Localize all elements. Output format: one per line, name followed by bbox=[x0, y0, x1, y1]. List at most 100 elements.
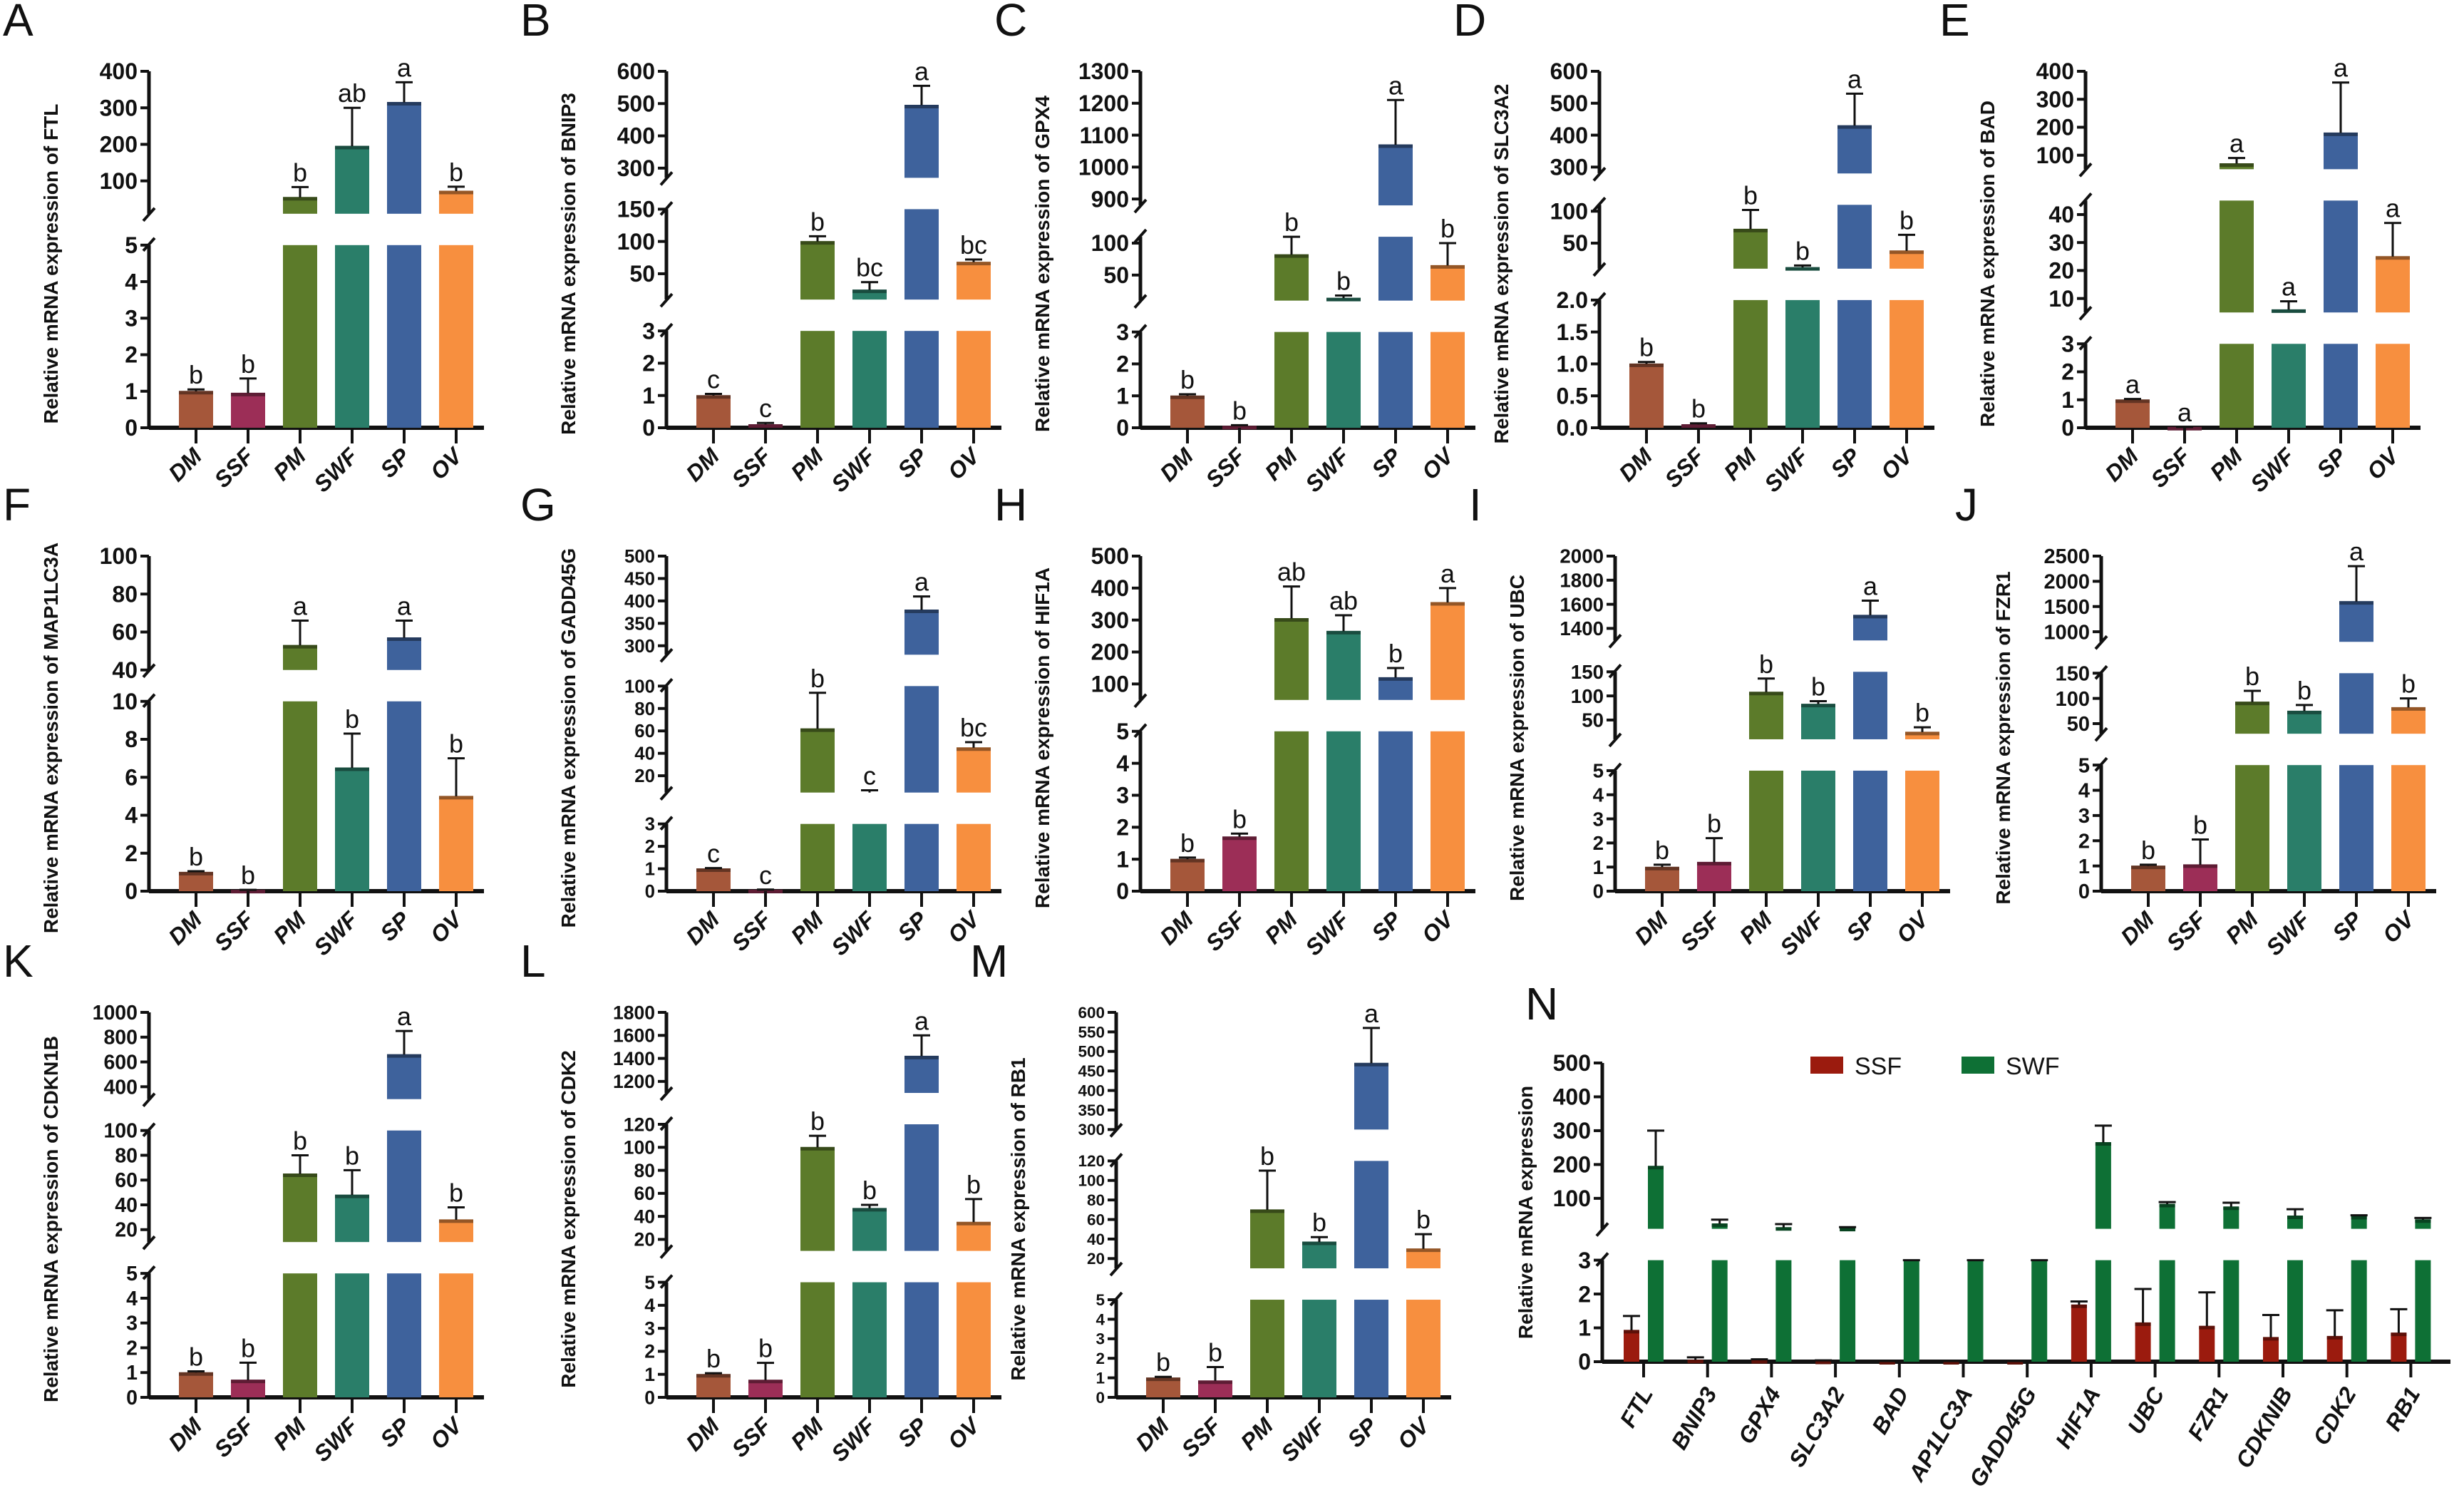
y-tick-label: 40 bbox=[634, 1206, 655, 1227]
significance-letter: a bbox=[2282, 272, 2297, 302]
y-tick-label: 50 bbox=[629, 261, 655, 287]
x-tick-label: SSF bbox=[726, 905, 776, 955]
x-tick-label: PM bbox=[269, 906, 311, 949]
axis-break-mark bbox=[1608, 633, 1622, 649]
bar-sp bbox=[1853, 770, 1887, 891]
bar-swf bbox=[2287, 711, 2321, 734]
axis-break-mark bbox=[2078, 305, 2093, 321]
bar-pm bbox=[283, 645, 317, 670]
bar-ov bbox=[957, 823, 991, 891]
x-tick-label: GPX4 bbox=[1733, 1382, 1786, 1448]
significance-letter: b bbox=[862, 1176, 877, 1205]
significance-letter: b bbox=[1284, 207, 1299, 237]
y-tick-label: 20 bbox=[634, 766, 655, 786]
y-tick-label: 2 bbox=[1116, 815, 1129, 841]
x-tick-label: SP bbox=[375, 443, 415, 483]
y-tick-label: 100 bbox=[103, 1120, 138, 1143]
y-tick-label: 3 bbox=[644, 1317, 655, 1339]
bar-sp bbox=[904, 686, 939, 793]
x-tick-label: SLC3A2 bbox=[1784, 1382, 1850, 1471]
bar-sp bbox=[2324, 200, 2358, 313]
y-tick-label: 0 bbox=[2061, 415, 2074, 441]
x-tick-label: OV bbox=[426, 442, 468, 485]
bar-pm bbox=[1749, 770, 1783, 891]
x-tick-label: SSF bbox=[209, 905, 259, 955]
axis-break-mark bbox=[1133, 723, 1148, 739]
significance-letter: b bbox=[2297, 676, 2311, 705]
y-tick-label: 0 bbox=[125, 415, 138, 441]
bar-pm bbox=[1250, 1209, 1284, 1269]
y-tick-label: 60 bbox=[634, 1183, 655, 1204]
bar-sp bbox=[387, 102, 421, 214]
y-tick-label: 2 bbox=[1578, 1281, 1591, 1307]
y-tick-label: 0 bbox=[1578, 1349, 1591, 1375]
y-tick-label: 4 bbox=[126, 1288, 138, 1310]
y-tick-label: 100 bbox=[624, 677, 655, 697]
bar-sp bbox=[904, 610, 939, 655]
bar-pm bbox=[1274, 332, 1309, 428]
y-tick-label: 80 bbox=[112, 581, 138, 607]
y-tick-label: 100 bbox=[1078, 1172, 1105, 1190]
y-axis-label: Relative mRNA expression of GPX4 bbox=[1031, 96, 1053, 432]
y-tick-label: 1000 bbox=[1078, 155, 1129, 180]
y-tick-label: 2 bbox=[1116, 351, 1129, 377]
x-tick-label: UBC bbox=[2123, 1382, 2170, 1439]
y-tick-label: 300 bbox=[1553, 1118, 1591, 1144]
panel-letter: E bbox=[1939, 0, 1970, 46]
x-tick-label: SSF bbox=[209, 1412, 259, 1462]
x-tick-label: SP bbox=[1366, 906, 1406, 946]
y-tick-label: 80 bbox=[634, 699, 655, 719]
bar-swf bbox=[2287, 765, 2321, 891]
y-axis-label: Relative mRNA expression of BAD bbox=[1976, 101, 1999, 427]
y-tick-label: 2 bbox=[125, 841, 138, 866]
y-tick-label: 600 bbox=[1078, 1004, 1105, 1022]
bar-ssf bbox=[1624, 1330, 1639, 1362]
bar-ov bbox=[439, 796, 473, 891]
bar-sp bbox=[904, 331, 939, 428]
x-tick-label: SSF bbox=[2161, 905, 2211, 955]
legend: SSF SWF bbox=[1810, 1053, 2060, 1080]
bar-swf bbox=[2223, 1260, 2239, 1362]
y-tick-label: 300 bbox=[2036, 86, 2074, 112]
bar-swf bbox=[335, 245, 369, 428]
y-tick-label: 100 bbox=[2036, 143, 2074, 168]
axis-break-mark bbox=[659, 171, 674, 186]
axis-break-mark bbox=[659, 786, 674, 801]
x-tick-label: DM bbox=[1155, 443, 1199, 487]
panel-c: C Relative mRNA expression of GPX4 0 1 2 3 50 1… bbox=[994, 0, 1475, 497]
axis-break-mark bbox=[1109, 1261, 1123, 1277]
axis-break-mark bbox=[2094, 756, 2108, 772]
y-tick-label: 5 bbox=[1116, 719, 1129, 744]
bar-swf bbox=[335, 1273, 369, 1397]
y-tick-label: 30 bbox=[2048, 230, 2074, 255]
x-tick-label: SP bbox=[1366, 443, 1406, 483]
axis-break-mark bbox=[659, 1086, 674, 1101]
panel-letter: F bbox=[3, 479, 31, 530]
y-tick-label: 1200 bbox=[613, 1071, 655, 1092]
bar-sp bbox=[1853, 672, 1887, 739]
y-tick-label: 1.5 bbox=[1557, 319, 1588, 345]
axis-break-mark bbox=[1133, 324, 1148, 339]
x-tick-label: DM bbox=[681, 443, 725, 487]
legend-swatch-swf bbox=[1962, 1057, 1994, 1074]
y-tick-label: 4 bbox=[125, 269, 138, 294]
bar-dm bbox=[696, 395, 731, 428]
significance-letter: b bbox=[1232, 804, 1247, 833]
significance-letter: b bbox=[189, 1342, 203, 1371]
bar-sp bbox=[904, 209, 939, 300]
bar-ov bbox=[957, 262, 991, 300]
y-tick-label: 4 bbox=[1593, 784, 1604, 806]
y-tick-label: 40 bbox=[2048, 202, 2074, 227]
bar-pm bbox=[283, 1273, 317, 1397]
bar-sp bbox=[1378, 145, 1413, 206]
significance-letter: b bbox=[1260, 1141, 1274, 1171]
y-tick-label: 20 bbox=[1087, 1250, 1105, 1268]
y-tick-label: 150 bbox=[617, 197, 655, 222]
bar-ssf bbox=[2263, 1337, 2279, 1362]
y-tick-label: 100 bbox=[100, 168, 138, 194]
y-tick-label: 3 bbox=[2078, 805, 2090, 828]
y-tick-label: 2 bbox=[1096, 1350, 1105, 1367]
x-tick-label: SWF bbox=[1300, 905, 1355, 960]
axis-break-mark bbox=[659, 201, 674, 216]
y-axis-label: Relative mRNA expression of CDK2 bbox=[557, 1050, 579, 1388]
